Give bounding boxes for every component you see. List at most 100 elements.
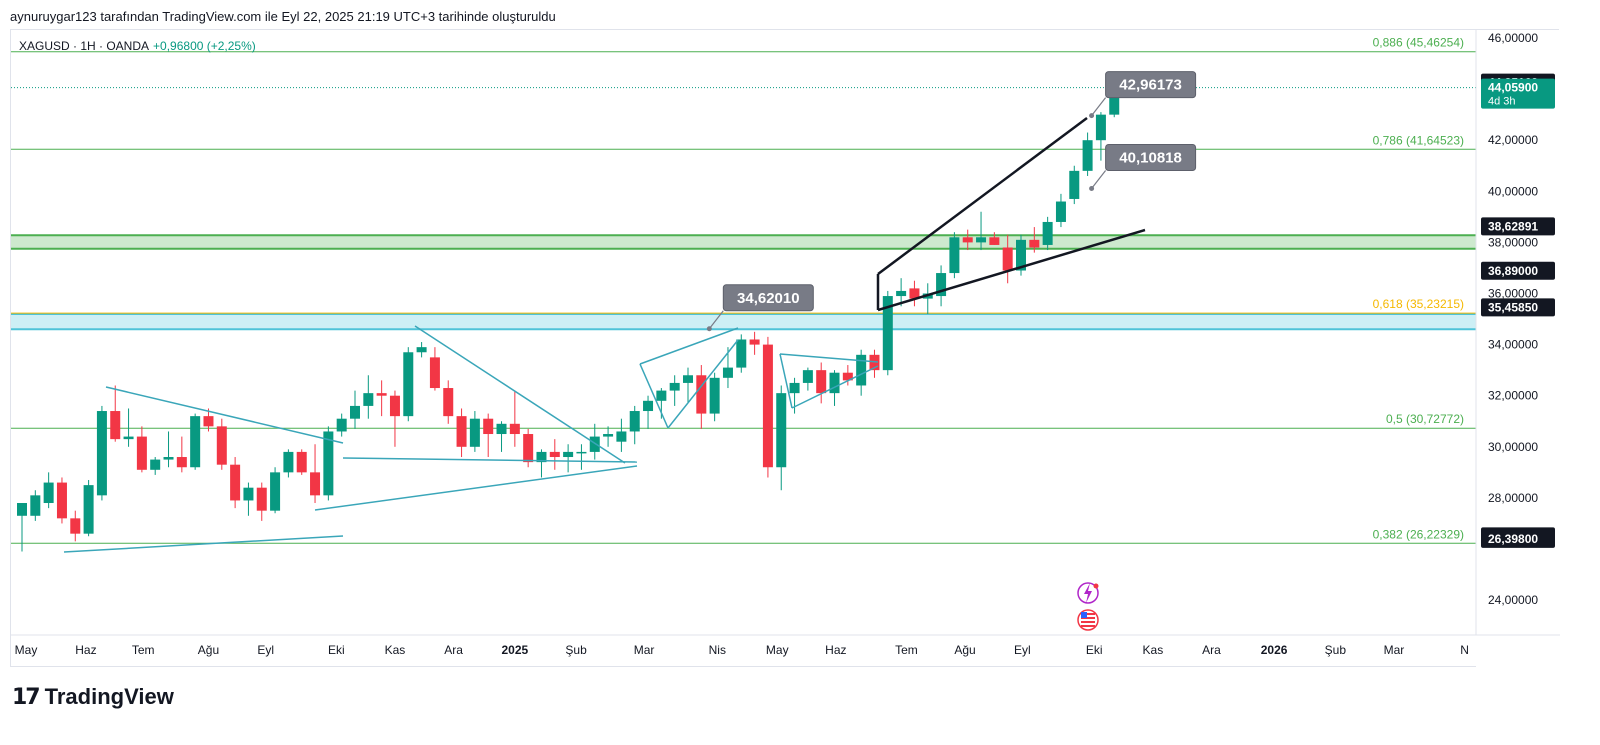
- x-tick-label-8: Ara: [444, 643, 463, 657]
- candle-body: [896, 290, 907, 297]
- candle-body: [483, 418, 494, 435]
- callout-pointer: [1091, 170, 1107, 189]
- x-tick-label-3: Tem: [132, 643, 155, 657]
- y-tick-label-9: 24,00000: [1488, 593, 1538, 607]
- price-tag-label-2: 38,62891: [1488, 219, 1538, 233]
- price-chart[interactable]: 0,886 (45,46254) 0,786 (41,64523) 0,618 (3…: [11, 30, 1560, 668]
- y-tick-label-5: 34,00000: [1488, 338, 1538, 352]
- candle-body: [736, 339, 747, 368]
- candle-body: [669, 382, 680, 391]
- candle-body: [469, 418, 480, 447]
- us-flag-event-icon: [1077, 609, 1099, 631]
- candle-body: [110, 411, 121, 440]
- candle-body: [909, 288, 920, 299]
- price-tag-4: [1481, 298, 1555, 317]
- x-tick-label-4: Ağu: [198, 643, 219, 657]
- candle-body: [869, 354, 880, 371]
- candle-body: [989, 237, 1000, 245]
- candle-body: [643, 400, 654, 412]
- candle-body: [456, 416, 467, 447]
- tradingview-brand: TradingView: [44, 684, 174, 709]
- candle-body: [296, 451, 307, 473]
- candle-body: [976, 237, 987, 243]
- x-tick-label-16: Ağu: [954, 643, 975, 657]
- candle-body: [1016, 239, 1026, 271]
- wedge-upper-line: [877, 116, 1088, 276]
- fib-label-0: 0,886 (45,46254): [1373, 36, 1464, 50]
- tradingview-logo[interactable]: 17 TradingView: [12, 684, 174, 710]
- candle-body: [749, 339, 760, 345]
- candle-body: [589, 436, 600, 452]
- y-tick-label-0: 46,00000: [1488, 31, 1538, 45]
- candle-body: [1082, 140, 1093, 171]
- triangle-line: [105, 386, 344, 444]
- price-tag-label-1: 44,05900: [1488, 81, 1538, 95]
- flag-line: [791, 365, 879, 409]
- x-tick-label-19: Kas: [1143, 643, 1164, 657]
- y-tick-label-3: 38,00000: [1488, 235, 1538, 249]
- candle-body: [1002, 247, 1013, 271]
- callout-label-1: 42,96173: [1119, 77, 1182, 94]
- flag-line: [779, 353, 793, 409]
- lightning-event-icon: [1077, 582, 1099, 604]
- triangle-line: [414, 325, 626, 464]
- y-tick-label-6: 32,00000: [1488, 389, 1538, 403]
- callout-box-0: [722, 284, 814, 312]
- wedge-lower-line: [877, 228, 1146, 312]
- price-tag-6: [1481, 529, 1555, 548]
- symbol-name: XAGUSD · 1H · OANDA: [19, 39, 150, 53]
- candle-body: [270, 472, 281, 511]
- candle-body: [389, 395, 400, 417]
- candle-body: [536, 451, 547, 463]
- x-tick-label-15: Tem: [895, 643, 918, 657]
- y-tick-label-4: 36,00000: [1488, 287, 1538, 301]
- candle-body: [683, 375, 693, 383]
- x-tick-label-12: Nis: [709, 643, 726, 657]
- x-tick-label-20: Ara: [1202, 643, 1221, 657]
- x-tick-label-17: Eyl: [1014, 643, 1031, 657]
- symbol-change: +0,96800 (+2,25%): [153, 39, 256, 53]
- candle-body: [163, 457, 174, 460]
- flag-line: [779, 353, 879, 363]
- x-tick-label-14: Haz: [825, 643, 846, 657]
- callout-pointer: [1091, 97, 1107, 116]
- x-tick-label-6: Eki: [328, 643, 345, 657]
- candle-body: [17, 503, 27, 516]
- candle-body: [962, 237, 973, 243]
- candle-body: [350, 405, 360, 419]
- x-tick-label-21: 2026: [1261, 643, 1288, 657]
- candle-body: [136, 436, 147, 470]
- candle-body: [203, 416, 214, 427]
- candle-body: [429, 357, 440, 389]
- y-tick-label-7: 30,00000: [1488, 440, 1538, 454]
- candle-body: [789, 382, 800, 394]
- candle-body: [283, 451, 294, 473]
- candle-body: [856, 354, 867, 386]
- symbol-legend[interactable]: XAGUSD · 1H · OANDA +0,96800 (+2,25%): [19, 39, 256, 53]
- x-tick-label-24: N: [1460, 643, 1469, 657]
- price-tag-label-3: 36,89000: [1488, 264, 1538, 278]
- candle-body: [509, 423, 520, 435]
- candle-body: [243, 487, 254, 501]
- candle-body: [216, 426, 227, 465]
- callout-box-2: [1105, 144, 1197, 172]
- candle-body: [83, 485, 94, 534]
- chart-frame[interactable]: 0,886 (45,46254) 0,786 (41,64523) 0,618 (3…: [10, 29, 1560, 668]
- channel-line: [639, 363, 669, 429]
- callout-anchor: [1089, 186, 1095, 192]
- candle-body: [496, 423, 507, 435]
- x-tick-label-1: May: [15, 643, 38, 657]
- callout-label-2: 40,10818: [1119, 150, 1182, 167]
- price-tag-3: [1481, 261, 1555, 280]
- candle-body: [1069, 170, 1080, 199]
- price-tag-2: [1481, 217, 1555, 236]
- candle-body: [1042, 221, 1053, 245]
- candle-body: [336, 418, 347, 432]
- candle-body: [829, 372, 840, 394]
- candle-body: [696, 375, 707, 414]
- zone-1: [11, 313, 1476, 330]
- candle-body: [629, 411, 640, 432]
- candle-body: [190, 416, 201, 468]
- zone-0: [11, 235, 1476, 249]
- x-tick-label-7: Kas: [385, 643, 406, 657]
